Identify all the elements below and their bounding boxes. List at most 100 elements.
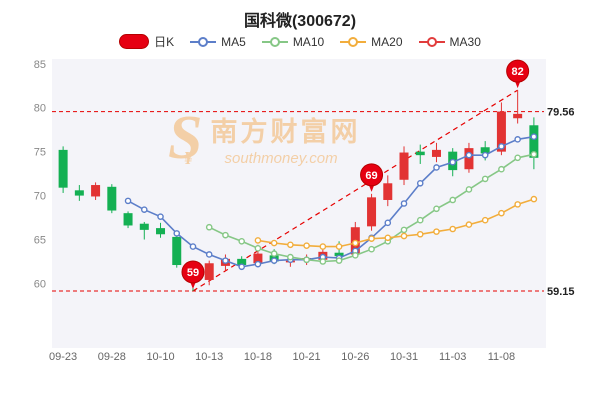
ma5-marker: [157, 213, 164, 220]
candle-body: [156, 228, 166, 235]
candle-body: [74, 190, 84, 196]
ma10-marker: [222, 231, 229, 239]
legend-label: 日K: [154, 35, 175, 49]
ma5-marker: [189, 243, 197, 250]
ma10-marker: [319, 258, 327, 265]
x-axis-tick: 10-10: [146, 351, 174, 363]
price-badge-label: 82: [512, 66, 524, 78]
legend-item-ma10: MA10: [261, 34, 325, 49]
candle: [139, 221, 149, 240]
ma10-marker: [335, 257, 343, 264]
ma5-marker: [124, 197, 132, 205]
candle-body: [496, 111, 506, 152]
candle: [123, 211, 133, 229]
ma10-marker: [287, 253, 294, 261]
legend-label: MA10: [292, 34, 325, 49]
ma5-marker: [514, 136, 521, 143]
price-badge: 82: [506, 59, 530, 89]
ma10-marker: [498, 165, 505, 173]
ma20-marker: [270, 239, 278, 247]
candle-body: [237, 258, 247, 266]
ma5-marker: [400, 200, 408, 207]
y-axis-tick: 70: [34, 191, 46, 203]
x-axis-tick: 09-28: [98, 351, 126, 363]
candle-body: [464, 148, 474, 170]
ma10-marker: [400, 226, 408, 234]
candle-body: [91, 185, 101, 197]
candle-body: [529, 125, 539, 158]
x-axis-tick: 10-21: [293, 351, 321, 363]
candle-body: [513, 113, 523, 119]
candle-body: [399, 152, 409, 180]
ma5-marker: [254, 260, 262, 268]
candle: [415, 144, 425, 164]
line-dot-legend-icon: [418, 36, 445, 47]
ma20-marker: [514, 201, 521, 208]
candle-body: [383, 183, 393, 200]
ma10-marker: [530, 150, 538, 158]
x-axis-tick: 10-26: [341, 351, 369, 363]
price-badge: 59: [181, 260, 205, 289]
ma5-marker: [222, 257, 229, 264]
candle-body: [415, 151, 425, 156]
legend-label: MA5: [221, 34, 246, 49]
candle: [399, 146, 409, 186]
ma20-marker: [433, 228, 440, 235]
ma10-marker: [254, 245, 262, 252]
ma10-marker: [368, 245, 375, 253]
y-axis-tick: 75: [34, 147, 46, 159]
ma5-marker: [205, 251, 213, 258]
legend-item-k: 日K: [119, 33, 174, 50]
legend-item-ma30: MA30: [418, 34, 481, 49]
ma5-series: [124, 133, 538, 271]
candle-body: [172, 236, 182, 266]
price-badge-circle: [181, 260, 205, 284]
ma5-marker: [449, 158, 457, 166]
candle: [156, 222, 166, 238]
candle: [204, 260, 214, 286]
ma10-marker: [433, 205, 440, 213]
ma20-marker: [465, 221, 473, 228]
legend-label: MA30: [449, 34, 481, 49]
ma5-marker: [173, 230, 181, 237]
ma20-marker: [319, 243, 327, 250]
ma5-marker: [416, 179, 424, 187]
ma10-marker: [352, 252, 359, 259]
ma10-marker: [303, 256, 310, 264]
ma10-marker: [416, 216, 424, 224]
ma5-marker: [433, 164, 440, 171]
candle-body: [204, 263, 214, 280]
ma20-series: [254, 195, 538, 250]
ma5-marker: [530, 133, 538, 141]
candle: [513, 90, 523, 124]
ma5-marker: [465, 151, 473, 159]
y-axis-tick: 80: [34, 103, 46, 115]
candle: [367, 193, 377, 231]
ma5-marker: [140, 206, 148, 213]
line-dot-legend-icon: [261, 36, 288, 47]
ma10-marker: [205, 223, 213, 231]
ma5-marker: [238, 263, 245, 271]
y-axis-tick: 85: [34, 59, 46, 71]
x-axis-tick: 11-03: [439, 351, 466, 363]
legend-item-ma20: MA20: [340, 35, 403, 49]
ma20-marker: [498, 209, 505, 217]
ma20-marker: [287, 241, 294, 249]
candle-body: [107, 186, 117, 211]
y-axis-tick: 60: [34, 278, 46, 290]
ma20-marker: [449, 225, 457, 233]
ma20-marker: [352, 239, 359, 247]
price-badge-circle: [360, 163, 384, 187]
candle: [431, 142, 441, 163]
ma20-marker: [530, 195, 538, 203]
candle: [172, 235, 182, 268]
ma5-marker: [384, 219, 392, 227]
ma10-marker: [481, 175, 489, 183]
candle: [383, 175, 393, 207]
ma20-marker: [384, 234, 392, 242]
candle-body: [367, 197, 377, 227]
x-axis-tick: 10-31: [390, 351, 418, 363]
ma5-marker: [270, 257, 278, 264]
